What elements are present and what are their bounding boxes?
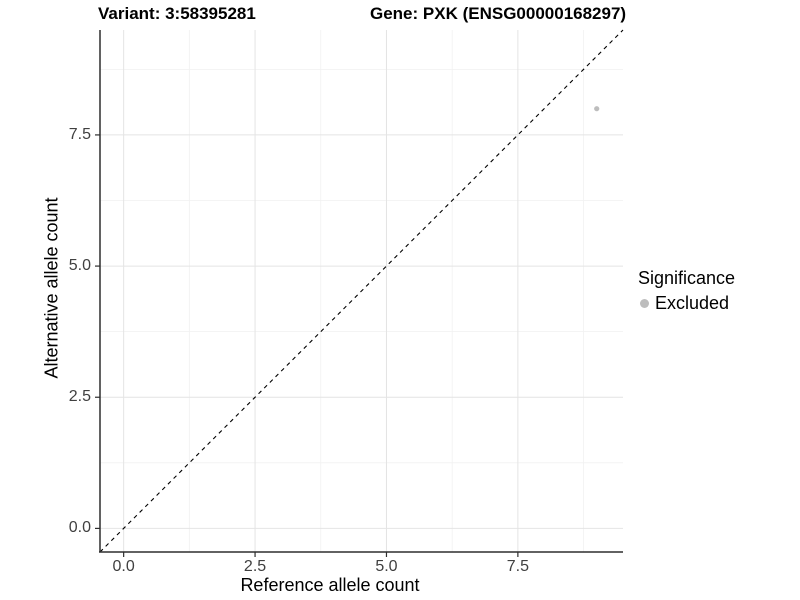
x-tick-label: 5.0 — [375, 558, 398, 575]
y-tick-label: 5.0 — [68, 257, 91, 275]
data-point-excluded — [594, 106, 600, 112]
identity-line — [99, 29, 624, 553]
x-tick-label: 0.0 — [112, 558, 135, 575]
x-tick-label: 7.5 — [506, 558, 529, 575]
legend-entry-label: Excluded — [655, 293, 730, 313]
y-tick-label: 2.5 — [68, 388, 91, 406]
y-tick-label: 0.0 — [68, 519, 91, 537]
legend-title: Significance — [638, 268, 736, 288]
y-axis-title: Alternative allele count — [41, 197, 62, 379]
legend-entry-excluded: Excluded — [638, 293, 735, 314]
legend: Significance Excluded — [638, 268, 735, 314]
variant-title: Variant: 3:58395281 — [98, 4, 256, 23]
x-axis-title: Reference allele count — [240, 575, 420, 595]
gene-title: Gene: PXK (ENSG00000168297) — [370, 4, 627, 23]
excluded-point-icon — [640, 299, 649, 308]
x-tick-label: 2.5 — [243, 558, 267, 575]
y-tick-label: 7.5 — [68, 125, 91, 143]
